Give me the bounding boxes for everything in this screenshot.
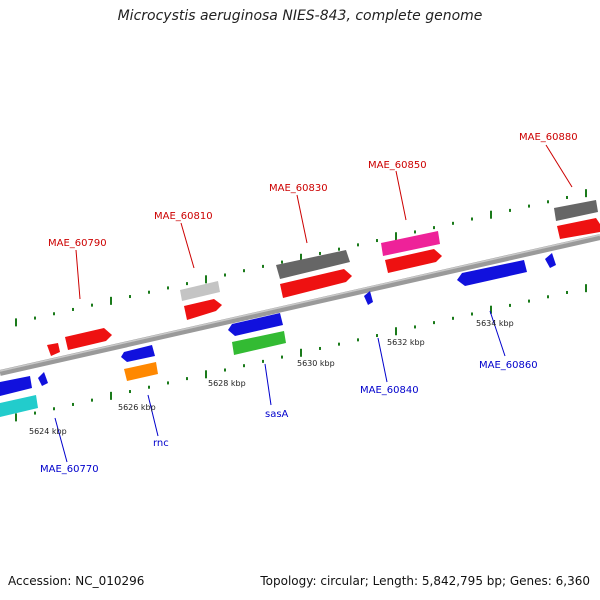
gene-feature[interactable] [554, 200, 598, 221]
forward-strand-features [47, 200, 600, 356]
gene-feature[interactable] [0, 395, 38, 417]
gene-feature[interactable] [124, 362, 158, 381]
gene-label[interactable]: MAE_60840 [360, 385, 419, 396]
gene-feature[interactable] [228, 313, 283, 336]
gene-feature[interactable] [184, 299, 222, 320]
scale-label: 5624 kbp [29, 427, 67, 436]
reverse-tick-row [15, 284, 587, 422]
gene-feature[interactable] [280, 269, 352, 298]
gene-feature[interactable] [0, 376, 32, 396]
gene-label[interactable]: MAE_60830 [269, 183, 328, 194]
label-connectors [54, 144, 573, 463]
scale-label: 5630 kbp [297, 359, 335, 368]
gene-feature[interactable] [457, 260, 527, 286]
gene-feature[interactable] [121, 345, 155, 362]
gene-label[interactable]: MAE_60850 [368, 160, 427, 171]
scale-label: 5628 kbp [208, 379, 246, 388]
gene-feature[interactable] [65, 328, 112, 350]
forward-gene-labels: MAE_60790 MAE_60810 MAE_60830 MAE_60850 … [48, 132, 578, 249]
gene-label[interactable]: MAE_60770 [40, 464, 99, 475]
gene-feature[interactable] [381, 231, 440, 256]
gene-feature[interactable] [38, 372, 48, 386]
scale-label: 5626 kbp [118, 403, 156, 412]
reverse-strand-features [0, 253, 556, 417]
backbone [0, 234, 600, 376]
gene-feature[interactable] [557, 218, 600, 239]
accession-text: Accession: NC_010296 [8, 574, 145, 588]
gene-label[interactable]: MAE_60810 [154, 211, 213, 222]
gene-feature[interactable] [364, 291, 373, 305]
gene-feature[interactable] [232, 331, 286, 355]
scale-labels: 5624 kbp 5626 kbp 5628 kbp 5630 kbp 5632… [29, 319, 514, 436]
gene-label[interactable]: sasA [265, 409, 289, 420]
scale-label: 5632 kbp [387, 338, 425, 347]
scale-label: 5634 kbp [476, 319, 514, 328]
gene-feature[interactable] [276, 250, 350, 279]
forward-tick-row [15, 189, 587, 327]
gene-label[interactable]: MAE_60790 [48, 238, 107, 249]
gene-label[interactable]: MAE_60880 [519, 132, 578, 143]
gene-feature[interactable] [47, 343, 60, 356]
gene-feature[interactable] [385, 249, 442, 273]
reverse-gene-labels: MAE_60770 rnc sasA MAE_60840 MAE_60860 [40, 360, 538, 475]
gene-feature[interactable] [180, 281, 220, 301]
gene-feature[interactable] [545, 253, 556, 268]
page-title: Microcystis aeruginosa NIES-843, complet… [117, 8, 483, 24]
gene-label[interactable]: MAE_60860 [479, 360, 538, 371]
genome-summary-text: Topology: circular; Length: 5,842,795 bp… [260, 574, 590, 588]
gene-label[interactable]: rnc [153, 438, 169, 449]
